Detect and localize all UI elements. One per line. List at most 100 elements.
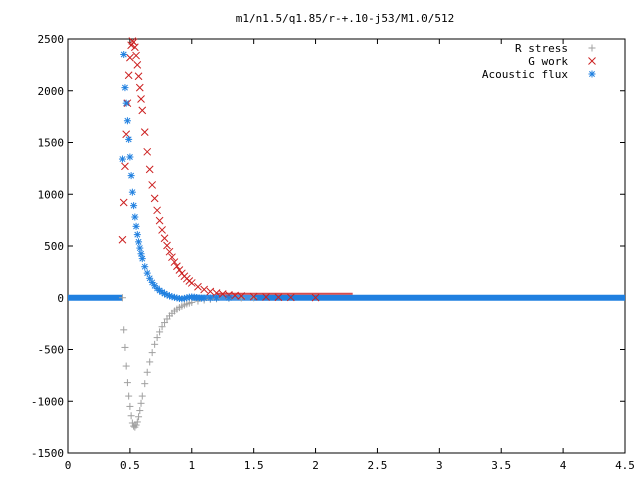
data-point bbox=[125, 392, 133, 400]
data-point bbox=[128, 419, 136, 427]
data-point bbox=[158, 323, 166, 331]
data-point bbox=[122, 362, 130, 370]
data-point bbox=[175, 266, 184, 274]
y-tick-label: 1000 bbox=[38, 188, 65, 201]
baseline-band bbox=[68, 292, 625, 301]
data-point bbox=[194, 282, 202, 291]
data-point bbox=[133, 61, 142, 69]
data-point bbox=[127, 412, 135, 420]
data-point bbox=[137, 399, 145, 407]
x-tick-label: 4 bbox=[560, 459, 567, 472]
data-point bbox=[311, 293, 320, 302]
data-point bbox=[140, 128, 149, 137]
data-point bbox=[141, 263, 149, 271]
x-tick-label: 2.5 bbox=[368, 459, 388, 472]
data-point bbox=[121, 84, 129, 92]
data-point bbox=[150, 194, 159, 203]
data-point bbox=[133, 231, 141, 239]
data-point bbox=[143, 368, 151, 376]
series-layer bbox=[118, 37, 320, 431]
data-point bbox=[121, 343, 129, 351]
legend-label: G work bbox=[528, 55, 568, 68]
y-tick-label: 2000 bbox=[38, 85, 65, 98]
data-point bbox=[213, 294, 221, 302]
axis-ticks: 0 0.5 1 1.5 2 2.5 3 3.5 4 4.5 2500 2000 1500 1000 500 0… bbox=[31, 33, 635, 472]
data-point bbox=[135, 413, 143, 421]
data-point bbox=[120, 51, 128, 59]
data-point bbox=[145, 165, 154, 174]
data-point bbox=[132, 222, 140, 230]
plot-frame bbox=[67, 38, 626, 454]
data-point bbox=[206, 294, 214, 302]
data-point bbox=[249, 292, 258, 301]
data-point bbox=[132, 51, 140, 60]
baseline-band-right bbox=[253, 294, 625, 301]
data-point bbox=[151, 340, 159, 348]
plot-border bbox=[67, 38, 626, 454]
x-tick-label: 3 bbox=[436, 459, 443, 472]
data-point bbox=[134, 72, 143, 81]
chart-title: m1/n1.5/q1.85/r-+.10-j53/M1.0/512 bbox=[236, 12, 455, 25]
data-point bbox=[131, 213, 139, 221]
data-point bbox=[130, 43, 139, 52]
y-tick-label: -1000 bbox=[31, 395, 64, 408]
legend-label: Acoustic flux bbox=[482, 68, 568, 81]
data-point bbox=[125, 135, 133, 143]
data-point bbox=[168, 253, 176, 262]
data-point bbox=[121, 162, 129, 171]
series-r-stress bbox=[118, 294, 258, 431]
data-point bbox=[231, 291, 239, 300]
data-point bbox=[137, 250, 145, 258]
data-point bbox=[158, 226, 166, 234]
x-tick-label: 4.5 bbox=[615, 459, 635, 472]
legend-marker bbox=[588, 44, 596, 52]
y-tick-label: 500 bbox=[44, 240, 64, 253]
series-acoustic-flux bbox=[118, 51, 233, 303]
x-tick-label: 1 bbox=[188, 459, 195, 472]
legend-marker bbox=[588, 70, 596, 78]
data-point bbox=[135, 238, 143, 246]
data-point bbox=[146, 358, 154, 366]
data-point bbox=[156, 328, 164, 336]
data-point bbox=[138, 106, 147, 115]
data-point bbox=[161, 319, 169, 327]
y-tick-label: -1500 bbox=[31, 447, 64, 460]
data-point bbox=[237, 292, 246, 300]
data-point bbox=[135, 83, 144, 92]
data-point bbox=[128, 188, 136, 196]
data-point bbox=[153, 334, 161, 342]
data-point bbox=[118, 294, 126, 302]
data-point bbox=[119, 198, 128, 207]
y-tick-label: 2500 bbox=[38, 33, 65, 46]
baseline-band-red bbox=[216, 292, 353, 295]
data-point bbox=[122, 99, 130, 107]
data-point bbox=[160, 234, 169, 243]
data-point bbox=[132, 421, 140, 429]
legend-marker bbox=[588, 57, 596, 65]
data-point bbox=[126, 53, 134, 62]
data-point bbox=[133, 418, 141, 426]
legend-label: R stress bbox=[515, 42, 568, 55]
data-point bbox=[127, 172, 135, 180]
data-point bbox=[218, 290, 227, 298]
data-point bbox=[138, 255, 146, 263]
data-point bbox=[123, 117, 131, 125]
data-point bbox=[200, 285, 209, 294]
data-point bbox=[250, 294, 258, 302]
data-point bbox=[138, 392, 146, 400]
data-point bbox=[136, 244, 144, 252]
data-point bbox=[286, 293, 295, 302]
data-point bbox=[163, 241, 171, 250]
data-point bbox=[129, 38, 138, 46]
x-tick-label: 2 bbox=[312, 459, 319, 472]
data-point bbox=[173, 262, 181, 271]
x-tick-label: 1.5 bbox=[244, 459, 264, 472]
data-point bbox=[123, 379, 131, 387]
data-point bbox=[155, 216, 164, 225]
data-point bbox=[124, 71, 133, 80]
data-point bbox=[118, 155, 126, 163]
data-point bbox=[225, 294, 233, 302]
data-point bbox=[262, 293, 270, 301]
